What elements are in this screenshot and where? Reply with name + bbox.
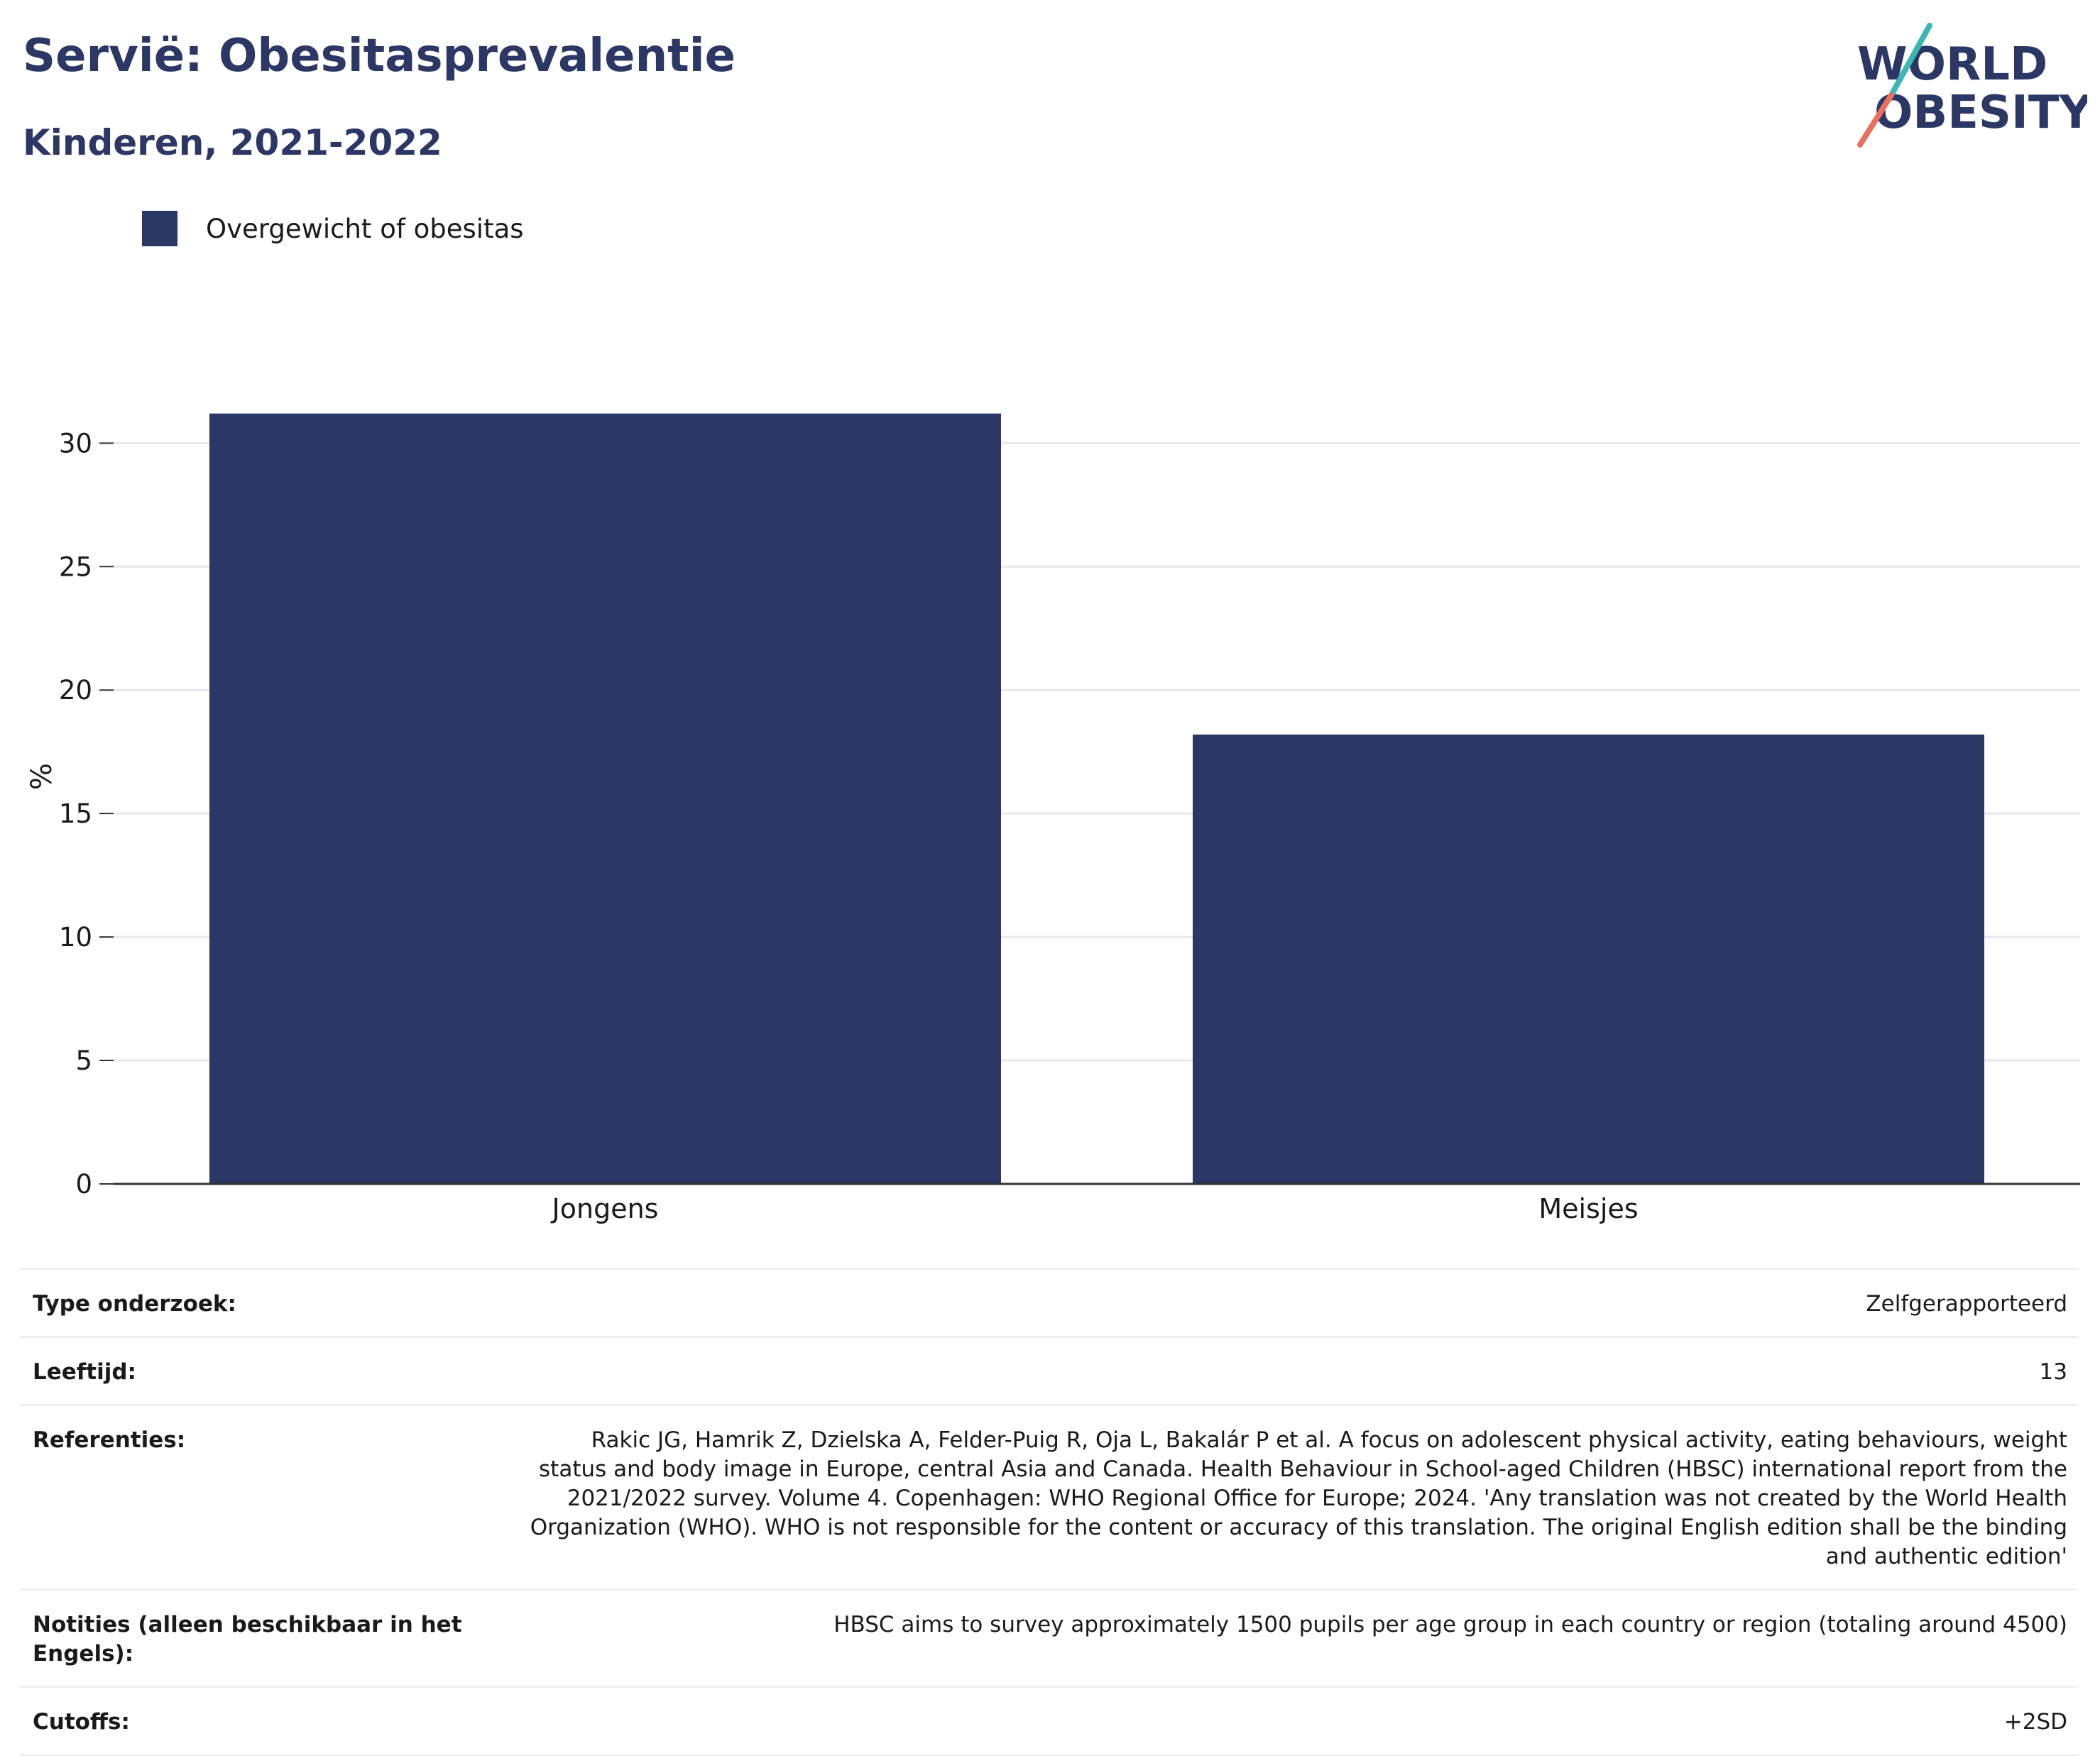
x-tick-label: Meisjes: [1538, 1193, 1638, 1224]
info-row-cutoffs: Cutoffs: +2SD: [20, 1686, 2079, 1756]
legend-label: Overgewicht of obesitas: [206, 213, 524, 244]
chart-title: Servië: Obesitasprevalentie: [23, 30, 736, 82]
info-value: Zelfgerapporteerd: [1866, 1291, 2067, 1317]
y-tick-label: 20: [59, 675, 92, 706]
chart-subtitle: Kinderen, 2021-2022: [23, 122, 442, 163]
y-tick-label: 5: [75, 1046, 92, 1076]
info-key: Leeftijd:: [33, 1359, 136, 1385]
info-row-references: Referenties: Rakic JG, Hamrik Z, Dzielsk…: [20, 1404, 2079, 1588]
svg-text:WORLD: WORLD: [1857, 38, 2047, 91]
y-tick-label: 10: [59, 922, 92, 953]
info-value: +2SD: [2003, 1709, 2067, 1735]
y-tick-label: 15: [59, 799, 92, 829]
info-key: Type onderzoek:: [33, 1291, 236, 1317]
chart-legend: Overgewicht of obesitas: [142, 210, 524, 247]
y-tick-label: 30: [59, 428, 92, 459]
info-row-notes: Notities (alleen beschikbaar in het Enge…: [20, 1588, 2079, 1686]
info-key: Cutoffs:: [33, 1709, 130, 1735]
info-value: 13: [2039, 1359, 2067, 1385]
info-value: Rakic JG, Hamrik Z, Dzielska A, Felder-P…: [530, 1427, 2067, 1569]
info-table: Type onderzoek: Zelfgerapporteerd Leefti…: [20, 1268, 2079, 1756]
y-axis-label: %: [26, 763, 58, 790]
bar-chart: 0 5 10 15 20 25 30 Jongens Meisjes%: [26, 413, 2080, 1224]
world-obesity-logo: WORLD OBESITY: [1857, 23, 2087, 148]
y-tick-label: 25: [59, 552, 92, 582]
info-key: Referenties:: [33, 1427, 186, 1453]
bar: [209, 413, 1001, 1184]
info-row-age: Leeftijd: 13: [20, 1336, 2079, 1404]
y-tick-label: 0: [75, 1169, 92, 1200]
legend-swatch: [142, 211, 177, 246]
bar: [1193, 734, 1984, 1184]
x-tick-label: Jongens: [551, 1193, 659, 1224]
info-key: Notities (alleen beschikbaar in het Enge…: [33, 1612, 462, 1667]
info-value: HBSC aims to survey approximately 1500 p…: [833, 1612, 2067, 1637]
info-row-survey-type: Type onderzoek: Zelfgerapporteerd: [20, 1268, 2079, 1336]
svg-text:OBESITY: OBESITY: [1874, 87, 2087, 139]
